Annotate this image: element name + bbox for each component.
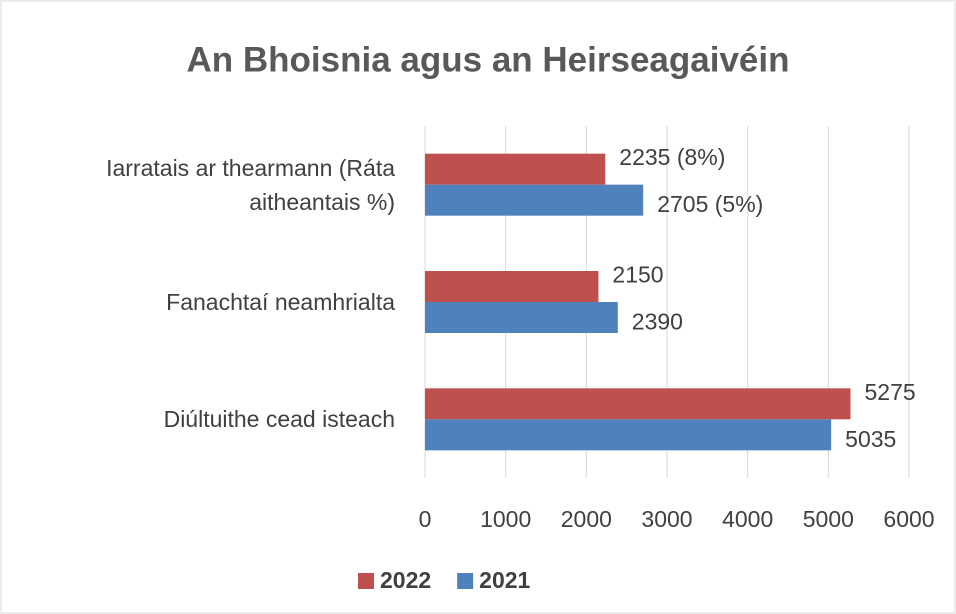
data-label: 2705 (5%) bbox=[657, 191, 763, 217]
x-tick-label: 4000 bbox=[722, 506, 773, 532]
bar bbox=[425, 302, 618, 333]
category-label-box: Fanachtaí neamhrialta bbox=[166, 289, 395, 315]
bar bbox=[425, 271, 599, 302]
x-tick-label: 2000 bbox=[561, 506, 612, 532]
y-tick-label: Diúltuithe cead isteach bbox=[163, 406, 395, 433]
data-label: 5035 bbox=[845, 426, 896, 452]
bar bbox=[425, 419, 832, 451]
data-label: 2150 bbox=[612, 262, 663, 288]
data-label: 2390 bbox=[632, 309, 683, 335]
y-tick-label: Iarratais ar thearmann (Ráta aitheantais… bbox=[106, 154, 395, 215]
bar bbox=[425, 153, 606, 185]
x-tick-label: 3000 bbox=[641, 506, 692, 532]
legend-swatch bbox=[457, 573, 474, 589]
chart-title: An Bhoisnia agus an Heirseagaivéin bbox=[187, 40, 790, 79]
x-tick-label: 5000 bbox=[803, 506, 854, 532]
data-label: 2235 (8%) bbox=[619, 144, 725, 170]
y-tick-label: Fanachtaí neamhrialta bbox=[166, 289, 395, 315]
legend-swatch bbox=[358, 573, 374, 589]
bar bbox=[425, 184, 644, 216]
category-label-box: Diúltuithe cead isteach bbox=[163, 406, 395, 433]
legend-label: 2021 bbox=[479, 567, 530, 593]
x-tick-label: 6000 bbox=[883, 506, 934, 532]
legend-label: 2022 bbox=[380, 567, 431, 593]
data-label: 5275 bbox=[865, 379, 916, 405]
x-tick-label: 0 bbox=[419, 506, 432, 532]
x-tick-label: 1000 bbox=[480, 506, 531, 532]
category-label-box: Iarratais ar thearmann (Ráta aitheantais… bbox=[106, 154, 395, 215]
bar bbox=[425, 388, 851, 420]
